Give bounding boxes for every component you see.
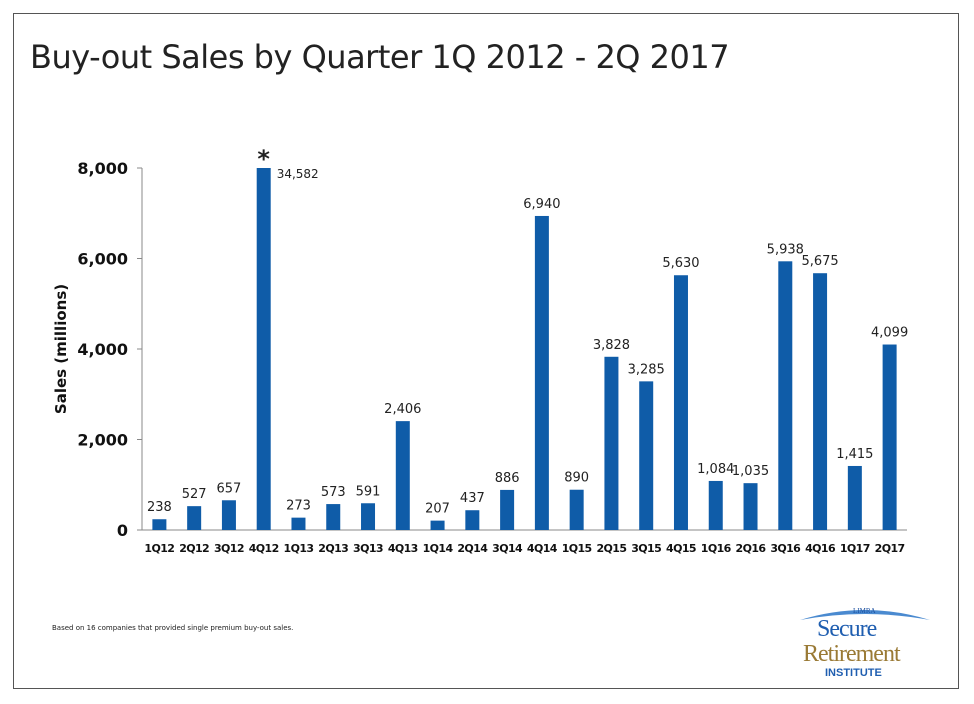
data-label: 573 xyxy=(321,485,346,500)
data-label: 273 xyxy=(286,499,311,514)
logo-arc-icon xyxy=(800,610,930,620)
bar-4Q12 xyxy=(256,168,271,530)
x-tick-label: 4Q14 xyxy=(527,542,558,555)
y-tick-label: 4,000 xyxy=(77,340,128,359)
logo-retirement: Retirement xyxy=(803,641,901,667)
x-tick-label: 4Q15 xyxy=(666,542,696,555)
data-label: 1,415 xyxy=(836,447,873,462)
bar-4Q15 xyxy=(673,275,688,530)
x-tick-label: 4Q12 xyxy=(249,542,279,555)
bar-3Q13 xyxy=(361,503,376,530)
bar-4Q13 xyxy=(395,421,410,530)
logo-institute: INSTITUTE xyxy=(825,667,882,679)
bar-1Q13 xyxy=(291,517,306,530)
bar-1Q14 xyxy=(430,520,445,530)
footnote: Based on 16 companies that provided sing… xyxy=(52,624,294,632)
bar-1Q12 xyxy=(152,519,167,530)
x-tick-label: 1Q17 xyxy=(840,542,870,555)
x-tick-label: 2Q13 xyxy=(318,542,348,555)
x-tick-label: 3Q14 xyxy=(492,542,523,555)
bar-4Q16 xyxy=(813,273,828,530)
data-label: 591 xyxy=(356,484,381,499)
bar-2Q17 xyxy=(882,344,897,530)
data-label: 5,938 xyxy=(767,242,804,257)
x-tick-label: 2Q15 xyxy=(596,542,626,555)
bar-2Q16 xyxy=(743,483,758,530)
bar-3Q15 xyxy=(639,381,654,530)
data-label: 207 xyxy=(425,502,450,517)
x-tick-label: 2Q12 xyxy=(179,542,209,555)
bar-2Q13 xyxy=(326,504,341,530)
data-label: 6,940 xyxy=(523,197,560,212)
x-tick-label: 2Q14 xyxy=(457,542,488,555)
data-label: 34,582 xyxy=(277,167,319,181)
data-label: 3,828 xyxy=(593,338,630,353)
x-tick-label: 4Q16 xyxy=(805,542,836,555)
bar-2Q12 xyxy=(187,506,202,530)
data-label: 238 xyxy=(147,500,172,515)
bar-1Q15 xyxy=(569,489,584,530)
data-label: 1,084 xyxy=(697,462,734,477)
x-tick-label: 3Q15 xyxy=(631,542,661,555)
bar-2Q14 xyxy=(465,510,480,530)
x-tick-label: 3Q12 xyxy=(214,542,244,555)
x-tick-label: 1Q15 xyxy=(562,542,592,555)
bar-1Q16 xyxy=(708,480,723,530)
data-label: 5,675 xyxy=(801,254,838,269)
x-tick-label: 1Q13 xyxy=(284,542,314,555)
bar-3Q12 xyxy=(221,500,236,530)
data-label: 527 xyxy=(182,487,207,502)
data-label: 890 xyxy=(564,471,589,486)
y-tick-label: 0 xyxy=(117,521,128,540)
y-tick-label: 8,000 xyxy=(77,159,128,178)
x-tick-label: 1Q14 xyxy=(423,542,454,555)
x-tick-label: 4Q13 xyxy=(388,542,418,555)
bar-2Q15 xyxy=(604,356,619,530)
data-label: 886 xyxy=(495,471,520,486)
x-tick-label: 2Q17 xyxy=(875,542,905,555)
data-label: 437 xyxy=(460,491,485,506)
truncation-asterisk: * xyxy=(257,145,270,173)
y-tick-label: 2,000 xyxy=(77,431,128,450)
data-label: 4,099 xyxy=(871,326,908,341)
bar-1Q17 xyxy=(847,465,862,530)
logo-limra: LIMRA xyxy=(853,607,876,615)
x-tick-label: 3Q16 xyxy=(770,542,801,555)
bar-4Q14 xyxy=(534,215,549,530)
y-axis-label: Sales (millions) xyxy=(52,284,70,414)
data-label: 1,035 xyxy=(732,464,769,479)
chart-title: Buy-out Sales by Quarter 1Q 2012 - 2Q 20… xyxy=(30,38,730,76)
data-label: 657 xyxy=(217,481,242,496)
x-tick-label: 3Q13 xyxy=(353,542,383,555)
logo-secure: Secure xyxy=(817,616,877,642)
bar-3Q14 xyxy=(500,489,515,530)
x-tick-label: 1Q16 xyxy=(701,542,732,555)
data-label: 5,630 xyxy=(662,256,699,271)
bar-3Q16 xyxy=(778,261,793,530)
x-tick-label: 1Q12 xyxy=(144,542,174,555)
x-tick-label: 2Q16 xyxy=(736,542,767,555)
data-label: 3,285 xyxy=(628,362,665,377)
data-label: 2,406 xyxy=(384,402,421,417)
secure-retirement-institute-logo: LIMRA Secure Retirement INSTITUTE xyxy=(795,606,935,684)
slide xyxy=(13,13,959,689)
y-tick-label: 6,000 xyxy=(77,250,128,269)
